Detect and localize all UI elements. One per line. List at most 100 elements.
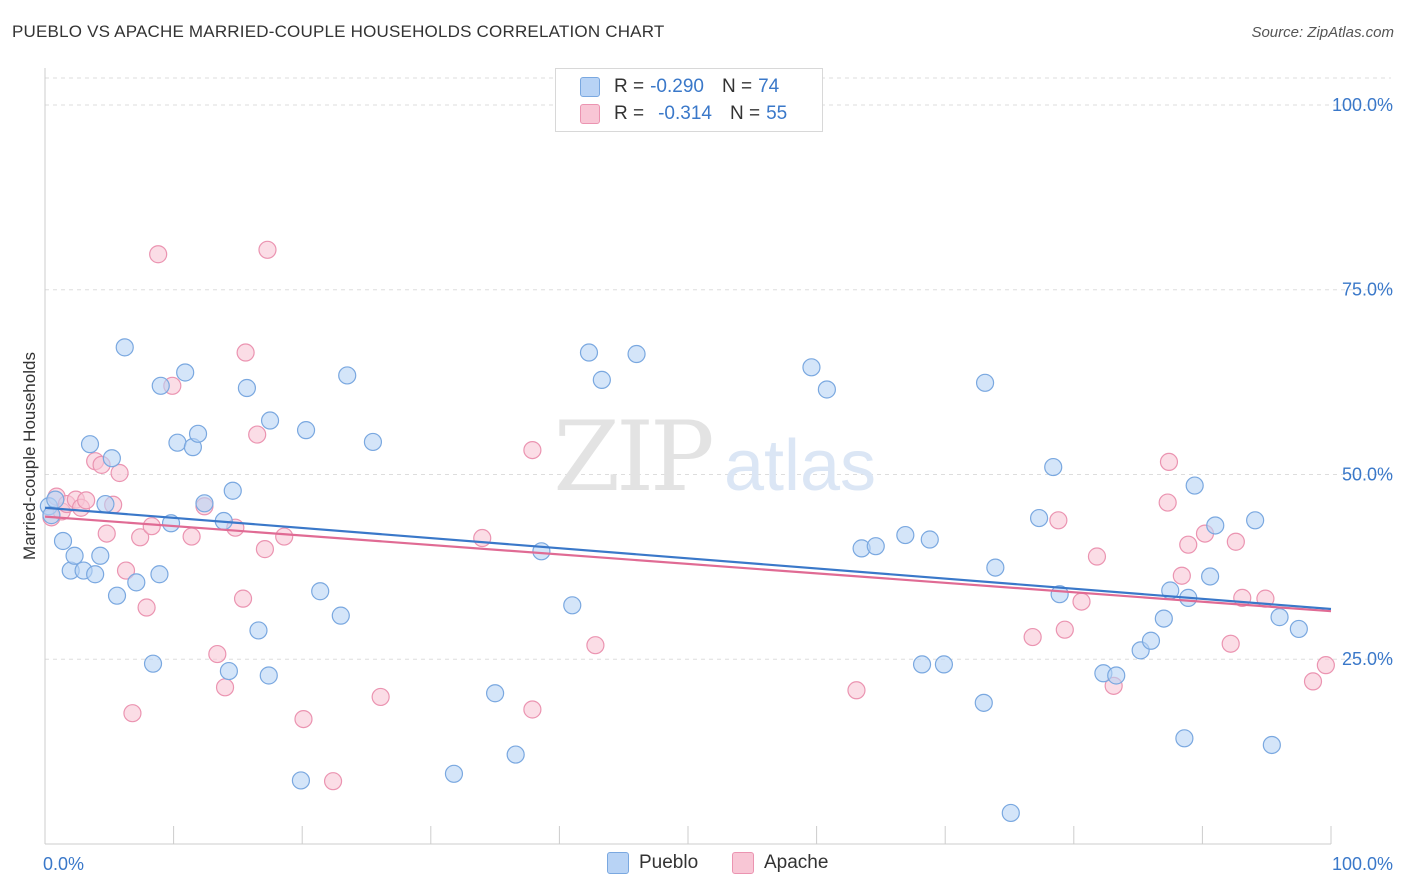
pueblo-point-17 [151,376,170,395]
pueblo-point-10 [96,494,115,514]
pueblo-point-55 [986,558,1005,577]
pueblo-point-74 [1289,619,1308,639]
pueblo-point-61 [1107,666,1126,685]
pueblo-point-34 [331,606,350,625]
x-tick-label-100: 100.0% [1332,854,1393,874]
apache-point-33 [473,528,492,548]
pueblo-r-label: R = [614,76,645,97]
apache-point-31 [323,772,343,791]
apache-point-54 [1316,656,1335,675]
apache-point-14 [131,528,150,547]
apache-point-22 [215,678,235,697]
pueblo-point-32 [296,421,316,440]
axes [44,68,1332,845]
apache-r-value: -0.314 [658,103,712,124]
pueblo-point-69 [1201,567,1220,586]
pueblo-point-63 [1141,631,1161,650]
watermark-zip: ZIP [553,401,712,513]
apache-point-36 [586,636,605,655]
pueblo-point-7 [80,435,100,454]
apache-n-label: N = [729,103,761,124]
pueblo-point-56 [1001,803,1020,823]
legend-item-apache[interactable]: Apache [732,852,828,874]
pueblo-point-29 [259,666,278,685]
legend-row-apache: R = -0.314 N = 55 [580,101,787,127]
pueblo-point-12 [107,586,127,605]
pueblo-point-49 [896,525,915,545]
apache-point-35 [523,700,542,719]
pueblo-point-45 [802,358,821,377]
pueblo-point-2 [46,490,65,509]
apache-point-12 [116,561,136,580]
apache-point-50 [1226,532,1245,551]
pueblo-legend-label: Pueblo [639,852,699,873]
apache-point-15 [137,598,156,617]
pueblo-point-72 [1262,735,1281,755]
pueblo-point-33 [311,582,330,601]
pueblo-point-30 [260,411,280,430]
apache-swatch [580,104,600,124]
pueblo-point-52 [934,655,954,674]
pueblo-point-54 [975,373,995,392]
watermark: ZIP atlas [553,401,876,513]
apache-point-25 [236,343,255,362]
pueblo-point-44 [627,344,646,364]
pueblo-point-37 [444,764,464,783]
pueblo-point-8 [86,565,105,584]
pueblo-point-73 [1270,608,1289,627]
apache-legend-swatch [732,852,754,874]
apache-point-32 [371,687,390,707]
pueblo-point-20 [176,363,195,382]
apache-point-26 [248,425,267,444]
legend-row-pueblo: R = -0.290 N = 74 [580,74,779,100]
apache-point-9 [97,524,116,543]
pueblo-point-31 [291,771,311,790]
apache-point-28 [258,240,277,259]
apache-point-46 [1172,566,1191,585]
apache-point-53 [1303,672,1323,691]
apache-point-30 [294,710,313,729]
y-axis-title: Married-couple Households [20,352,39,560]
apache-point-49 [1221,634,1240,653]
apache-point-47 [1179,535,1198,554]
pueblo-point-58 [1044,457,1063,477]
apache-points [42,240,1335,791]
apache-point-34 [523,440,542,460]
pueblo-point-9 [91,546,110,565]
pueblo-point-19 [168,433,187,452]
pueblo-point-22 [188,424,208,443]
apache-point-38 [1023,627,1042,647]
pueblo-point-14 [127,573,146,592]
pueblo-point-36 [363,432,383,452]
pueblo-point-26 [223,481,242,500]
pueblo-point-46 [817,380,836,399]
pueblo-point-41 [563,596,582,615]
pueblo-point-5 [65,546,84,565]
source-label: Source: ZipAtlas.com [1251,24,1394,41]
pueblo-point-35 [338,366,357,385]
apache-point-17 [149,245,168,264]
apache-n-value: 55 [766,103,788,124]
apache-point-6 [77,491,96,510]
legend-item-pueblo[interactable]: Pueblo [607,852,698,874]
pueblo-swatch [580,77,600,97]
pueblo-n-label: N = [721,76,753,97]
pueblo-point-48 [866,537,885,556]
pueblo-trend-line [44,506,1332,611]
apache-point-40 [1055,620,1074,639]
pueblo-point-57 [1029,508,1049,528]
watermark-atlas: atlas [724,426,876,506]
axis-labels: 25.0% 50.0% 75.0% 100.0% 0.0% 100.0% Married-c… [20,95,1393,874]
series-legend: Pueblo Apache [0,850,1406,878]
pueblo-point-42 [579,343,599,362]
apache-point-42 [1087,547,1107,566]
y-tick-label-100: 100.0% [1332,95,1393,115]
pueblo-point-71 [1246,511,1265,530]
pueblo-point-28 [249,621,268,640]
pueblo-point-16 [150,565,169,584]
x-tick-label-0: 0.0% [43,854,84,874]
apache-legend-label: Apache [764,852,829,873]
correlation-legend: R = -0.290 N = 74 R = -0.314 N = 55 [555,68,823,132]
pueblo-point-38 [486,684,505,703]
